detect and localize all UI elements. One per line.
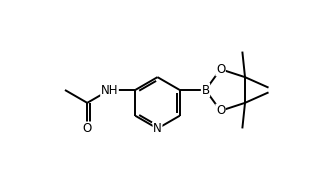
Text: O: O xyxy=(216,104,225,117)
Text: B: B xyxy=(201,84,209,96)
Text: N: N xyxy=(153,122,162,135)
Text: O: O xyxy=(83,122,92,135)
Text: NH: NH xyxy=(101,84,118,96)
Text: O: O xyxy=(216,63,225,76)
